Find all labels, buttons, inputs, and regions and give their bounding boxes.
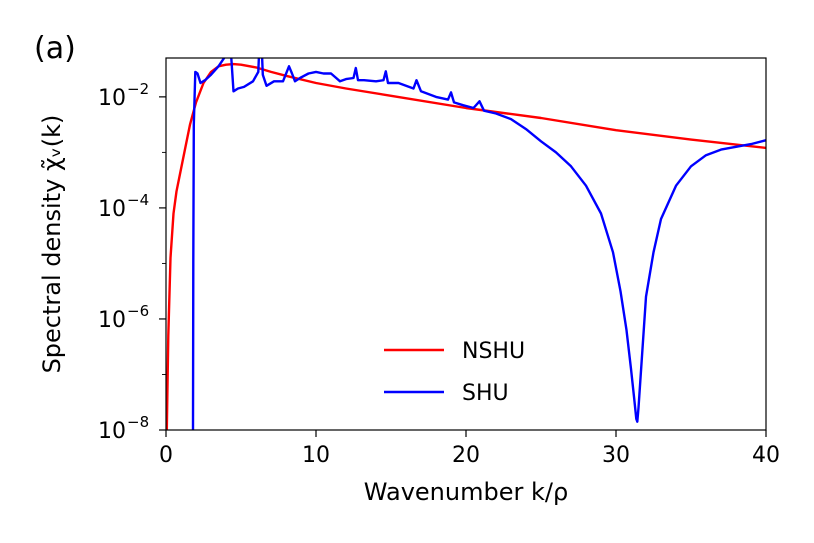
y-tick-label-exponent: −6 [127, 302, 149, 320]
legend-label-shu: SHU [462, 381, 509, 406]
plot-frame [165, 57, 767, 431]
y-tick-label: 10 [98, 419, 126, 444]
x-tick-label: 30 [602, 443, 630, 468]
y-axis-ticks: 10−810−610−410−2 [98, 80, 166, 444]
x-tick-label: 40 [752, 443, 780, 468]
plot-area [166, 58, 766, 430]
y-tick-label-exponent: −2 [127, 80, 149, 98]
y-tick-label-exponent: −8 [127, 413, 149, 431]
y-tick-label: 10 [98, 308, 126, 333]
x-axis-label: Wavenumber k/ρ [364, 478, 568, 506]
x-tick-label: 20 [452, 443, 480, 468]
y-tick-label-exponent: −4 [127, 191, 149, 209]
series-line-shu [191, 58, 766, 430]
y-tick-label: 10 [98, 197, 126, 222]
panel-label: (a) [34, 31, 76, 66]
y-axis-label: Spectral density χ̃ᵥ(k) [38, 115, 66, 374]
y-tick-label: 10 [98, 86, 126, 111]
x-tick-label: 0 [159, 443, 173, 468]
legend: NSHU SHU [384, 339, 525, 406]
x-axis-ticks: 0 10 20 30 40 [159, 430, 780, 468]
legend-label-nshu: NSHU [462, 339, 525, 364]
x-tick-label: 10 [302, 443, 330, 468]
series-line-nshu [166, 62, 766, 430]
